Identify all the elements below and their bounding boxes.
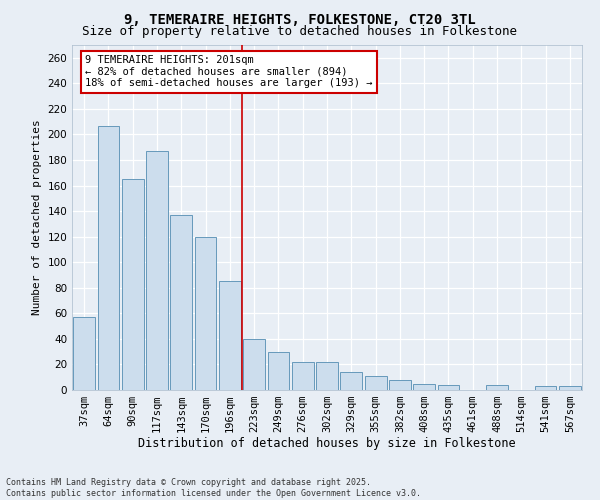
Bar bbox=[535, 386, 556, 390]
Bar bbox=[365, 376, 386, 390]
Bar bbox=[170, 215, 192, 390]
Y-axis label: Number of detached properties: Number of detached properties bbox=[32, 120, 42, 316]
Bar bbox=[316, 362, 338, 390]
Bar bbox=[194, 236, 217, 390]
Text: 9 TEMERAIRE HEIGHTS: 201sqm
← 82% of detached houses are smaller (894)
18% of se: 9 TEMERAIRE HEIGHTS: 201sqm ← 82% of det… bbox=[85, 55, 373, 88]
Bar bbox=[243, 339, 265, 390]
Bar bbox=[122, 179, 143, 390]
Bar bbox=[219, 282, 241, 390]
Bar bbox=[389, 380, 411, 390]
Bar bbox=[437, 385, 460, 390]
Bar bbox=[559, 386, 581, 390]
Bar bbox=[146, 151, 168, 390]
Bar bbox=[268, 352, 289, 390]
Bar bbox=[97, 126, 119, 390]
Bar bbox=[486, 385, 508, 390]
Bar bbox=[292, 362, 314, 390]
Text: Contains HM Land Registry data © Crown copyright and database right 2025.
Contai: Contains HM Land Registry data © Crown c… bbox=[6, 478, 421, 498]
Bar bbox=[73, 317, 95, 390]
Bar bbox=[413, 384, 435, 390]
Text: Size of property relative to detached houses in Folkestone: Size of property relative to detached ho… bbox=[83, 25, 517, 38]
Text: 9, TEMERAIRE HEIGHTS, FOLKESTONE, CT20 3TL: 9, TEMERAIRE HEIGHTS, FOLKESTONE, CT20 3… bbox=[124, 12, 476, 26]
X-axis label: Distribution of detached houses by size in Folkestone: Distribution of detached houses by size … bbox=[138, 436, 516, 450]
Bar bbox=[340, 372, 362, 390]
